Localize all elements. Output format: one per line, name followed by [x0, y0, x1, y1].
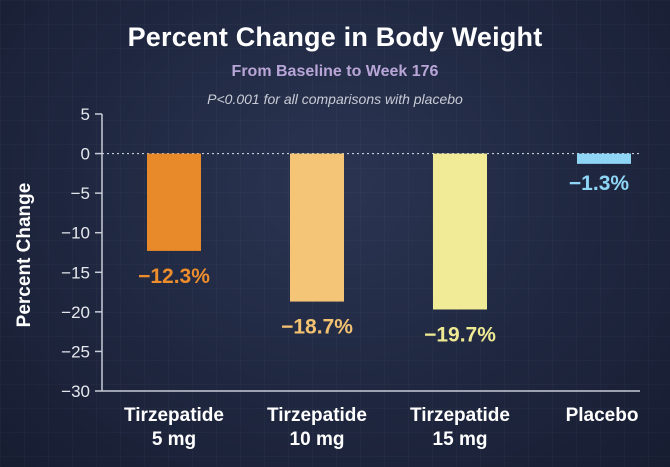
- x-tick-label: Tirzepatide: [267, 405, 367, 426]
- data-label: −18.7%: [281, 316, 353, 339]
- y-tick-label: 5: [81, 105, 90, 124]
- x-tick-label: Tirzepatide: [124, 405, 224, 426]
- chart-subtitle: From Baseline to Week 176: [231, 63, 439, 80]
- y-tick-label: −15: [61, 263, 90, 282]
- x-tick-label-dose: 5 mg: [152, 429, 196, 450]
- y-tick-label: −30: [61, 382, 90, 401]
- x-tick-label: Tirzepatide: [410, 405, 510, 426]
- data-label: −19.7%: [424, 323, 496, 346]
- significance-note: P<0.001 for all comparisons with placebo: [207, 91, 463, 107]
- x-tick-label-dose: 15 mg: [433, 429, 488, 450]
- y-tick-label: −20: [61, 303, 90, 322]
- bar: [290, 153, 344, 302]
- x-tick-label: Placebo: [566, 405, 639, 426]
- data-label: −12.3%: [138, 265, 210, 288]
- y-tick-label: −5: [71, 184, 90, 203]
- y-tick-label: 0: [81, 145, 90, 164]
- data-label: −1.3%: [569, 172, 629, 195]
- chart-title: Percent Change in Body Weight: [127, 22, 543, 52]
- y-tick-label: −10: [61, 224, 90, 243]
- bar: [147, 153, 201, 251]
- x-tick-label-dose: 10 mg: [290, 429, 345, 450]
- y-tick-label: −25: [61, 342, 90, 361]
- bar: [577, 153, 631, 164]
- bar: [433, 153, 487, 310]
